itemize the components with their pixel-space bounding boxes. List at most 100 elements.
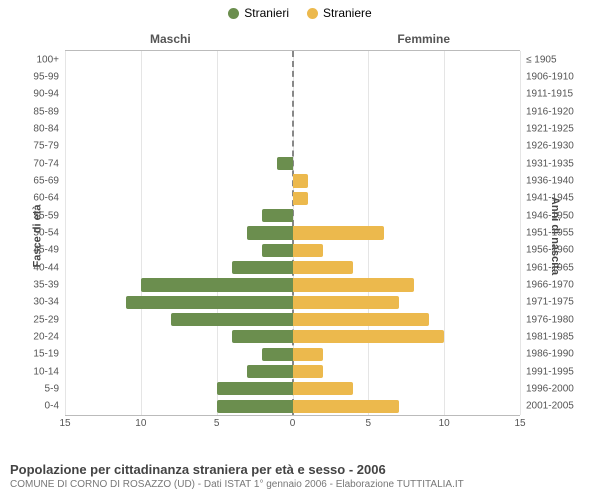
age-row: 30-341971-1975 <box>65 294 520 311</box>
bar-female <box>293 348 323 361</box>
legend-female: Straniere <box>307 6 372 20</box>
cohort-label: 1986-1990 <box>520 349 574 360</box>
bar-male <box>232 261 293 274</box>
age-row: 60-641941-1945 <box>65 190 520 207</box>
age-label: 0-4 <box>45 401 65 412</box>
bar-male <box>217 382 293 395</box>
cohort-label: 1916-1920 <box>520 106 574 117</box>
age-row: 80-841921-1925 <box>65 120 520 137</box>
age-row: 100+≤ 1905 <box>65 51 520 68</box>
bar-female <box>293 382 354 395</box>
bar-male <box>171 313 292 326</box>
pyramid-chart: Maschi Femmine Fasce di età Anni di nasc… <box>0 26 600 446</box>
cohort-label: 1931-1935 <box>520 158 574 169</box>
bar-female <box>293 313 430 326</box>
bar-male <box>141 278 293 291</box>
bar-female <box>293 244 323 257</box>
age-row: 40-441961-1965 <box>65 259 520 276</box>
cohort-label: 1961-1965 <box>520 262 574 273</box>
bar-male <box>232 330 293 343</box>
x-tick: 5 <box>366 418 372 429</box>
bar-female <box>293 296 399 309</box>
cohort-label: 1906-1910 <box>520 71 574 82</box>
cohort-label: 1966-1970 <box>520 279 574 290</box>
age-label: 40-44 <box>33 262 65 273</box>
age-row: 45-491956-1960 <box>65 242 520 259</box>
age-row: 95-991906-1910 <box>65 68 520 85</box>
cohort-label: 1981-1985 <box>520 331 574 342</box>
chart-title: Popolazione per cittadinanza straniera p… <box>10 462 590 477</box>
bar-male <box>247 226 293 239</box>
age-label: 30-34 <box>33 297 65 308</box>
bar-male <box>277 157 292 170</box>
cohort-label: 1926-1930 <box>520 141 574 152</box>
chart-footer: Popolazione per cittadinanza straniera p… <box>10 462 590 490</box>
age-row: 35-391966-1970 <box>65 276 520 293</box>
x-tick: 15 <box>514 418 525 429</box>
x-tick: 5 <box>214 418 220 429</box>
age-row: 90-941911-1915 <box>65 86 520 103</box>
bar-female <box>293 278 414 291</box>
bar-female <box>293 261 354 274</box>
age-row: 85-891916-1920 <box>65 103 520 120</box>
age-label: 85-89 <box>33 106 65 117</box>
x-tick: 15 <box>59 418 70 429</box>
age-label: 15-19 <box>33 349 65 360</box>
age-label: 35-39 <box>33 279 65 290</box>
legend-female-swatch <box>307 8 318 19</box>
legend-male: Stranieri <box>228 6 289 20</box>
legend-male-swatch <box>228 8 239 19</box>
bar-male <box>247 365 293 378</box>
cohort-label: 1951-1955 <box>520 227 574 238</box>
age-row: 5-91996-2000 <box>65 380 520 397</box>
bar-female <box>293 226 384 239</box>
age-label: 55-59 <box>33 210 65 221</box>
age-label: 60-64 <box>33 193 65 204</box>
cohort-label: 1941-1945 <box>520 193 574 204</box>
age-label: 50-54 <box>33 227 65 238</box>
bar-female <box>293 330 445 343</box>
age-label: 100+ <box>36 54 65 65</box>
cohort-label: 1971-1975 <box>520 297 574 308</box>
cohort-label: 1911-1915 <box>520 89 573 100</box>
age-row: 65-691936-1940 <box>65 172 520 189</box>
x-tick: 10 <box>439 418 450 429</box>
cohort-label: 1946-1950 <box>520 210 574 221</box>
legend: Stranieri Straniere <box>0 0 600 20</box>
bar-male <box>217 400 293 413</box>
bar-male <box>262 244 292 257</box>
age-row: 20-241981-1985 <box>65 328 520 345</box>
bar-female <box>293 365 323 378</box>
cohort-label: 1921-1925 <box>520 123 574 134</box>
age-row: 50-541951-1955 <box>65 224 520 241</box>
age-row: 0-42001-2005 <box>65 398 520 415</box>
bar-female <box>293 192 308 205</box>
cohort-label: ≤ 1905 <box>520 54 557 65</box>
age-row: 25-291976-1980 <box>65 311 520 328</box>
x-tick: 10 <box>135 418 146 429</box>
age-label: 75-79 <box>33 141 65 152</box>
legend-female-label: Straniere <box>323 6 372 20</box>
age-label: 20-24 <box>33 331 65 342</box>
age-row: 75-791926-1930 <box>65 138 520 155</box>
legend-male-label: Stranieri <box>244 6 289 20</box>
age-row: 15-191986-1990 <box>65 346 520 363</box>
x-tick: 0 <box>290 418 296 429</box>
bar-female <box>293 400 399 413</box>
cohort-label: 1956-1960 <box>520 245 574 256</box>
cohort-label: 1996-2000 <box>520 383 574 394</box>
age-label: 90-94 <box>33 89 65 100</box>
age-label: 65-69 <box>33 175 65 186</box>
age-row: 55-591946-1950 <box>65 207 520 224</box>
age-label: 45-49 <box>33 245 65 256</box>
plot-area: 100+≤ 190595-991906-191090-941911-191585… <box>65 50 520 416</box>
cohort-label: 2001-2005 <box>520 401 574 412</box>
side-title-female: Femmine <box>397 32 450 46</box>
bar-male <box>262 209 292 222</box>
rows-container: 100+≤ 190595-991906-191090-941911-191585… <box>65 51 520 415</box>
side-title-male: Maschi <box>150 32 191 46</box>
bar-male <box>262 348 292 361</box>
x-axis: 15105051015 <box>65 418 520 432</box>
age-label: 80-84 <box>33 123 65 134</box>
age-label: 95-99 <box>33 71 65 82</box>
